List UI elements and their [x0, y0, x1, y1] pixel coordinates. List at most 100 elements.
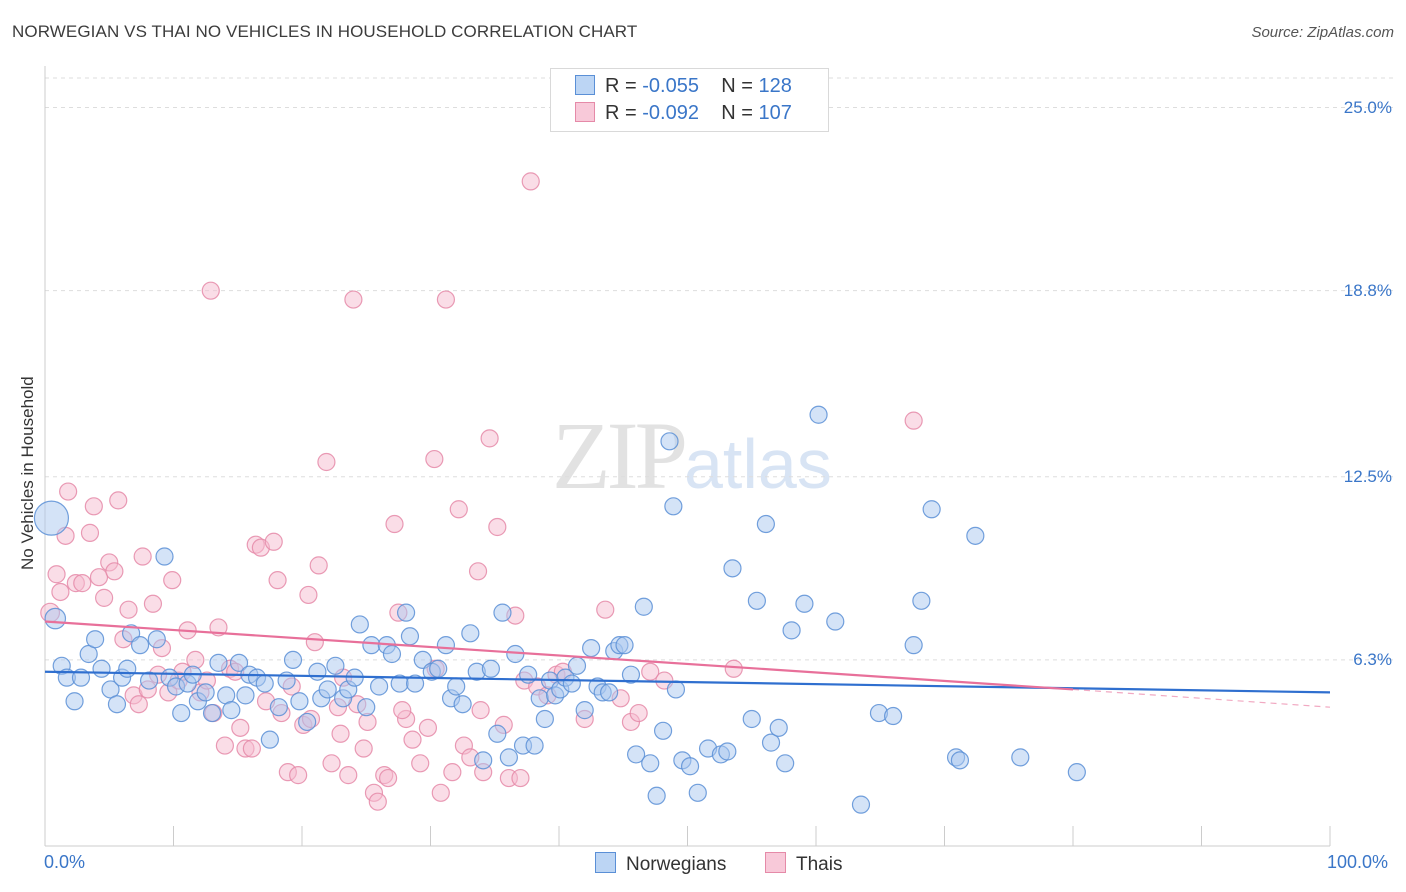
norwegians-point	[621, 665, 641, 684]
y-tick-label: 12.5%	[1343, 466, 1392, 486]
norwegians-point	[688, 783, 707, 802]
thais-point	[339, 766, 358, 785]
legend-row-thais: R = -0.092 N = 107	[575, 102, 792, 126]
thais-point	[95, 588, 114, 607]
thais-swatch	[575, 102, 595, 122]
norwegians-point	[680, 757, 700, 776]
norwegians-point	[723, 559, 742, 578]
norwegians-point	[436, 636, 456, 655]
thais-point	[511, 768, 530, 788]
norwegians-point	[298, 712, 317, 732]
norwegians-point	[493, 603, 512, 622]
norwegians-point	[255, 674, 274, 693]
norwegians-point	[236, 686, 255, 705]
norwegians-point	[562, 674, 581, 693]
y-tick-label: 18.8%	[1343, 280, 1392, 300]
thais-point	[393, 701, 412, 720]
y-tick-label: 6.3%	[1353, 649, 1392, 669]
norwegians-point	[826, 612, 845, 631]
thais-point	[264, 532, 283, 551]
norwegians-point	[396, 603, 416, 622]
norwegians-point	[405, 674, 425, 693]
trend-lines	[44, 620, 1331, 708]
legend-item-thais[interactable]: Thais	[765, 852, 842, 876]
thais-point	[449, 500, 468, 519]
thais-point	[468, 562, 488, 581]
norwegians-point	[357, 698, 376, 717]
norwegians-point	[660, 432, 679, 451]
norwegians-point	[950, 751, 970, 770]
thais-point	[133, 547, 152, 566]
thais-point	[480, 429, 499, 448]
thais-point	[47, 565, 66, 584]
source-label: Source: ZipAtlas.com	[1251, 24, 1394, 41]
thais-point	[299, 585, 318, 605]
thais-point	[231, 718, 250, 737]
norwegians-point	[92, 659, 111, 678]
norwegians-point	[107, 695, 127, 714]
thais-point	[431, 783, 450, 802]
thais-point	[289, 766, 308, 785]
thais-point	[411, 754, 430, 773]
norwegians-point	[382, 644, 402, 664]
norwegians-point	[400, 627, 420, 646]
norwegians-point	[453, 695, 472, 714]
norwegians-point	[575, 701, 594, 720]
thais-point	[201, 281, 220, 300]
norwegians-point	[769, 718, 788, 737]
norwegians-point	[776, 754, 795, 773]
norwegians-point	[883, 706, 903, 726]
norwegians-point	[666, 680, 686, 699]
norwegians-point	[33, 500, 70, 536]
thais-point	[443, 763, 462, 782]
norwegians-point	[525, 736, 544, 755]
norwegians-point	[196, 683, 215, 702]
legend-label: Thais	[796, 854, 843, 875]
norwegians-point	[172, 703, 191, 723]
norwegians-point	[155, 547, 174, 566]
thais-point	[309, 556, 328, 575]
norwegians-point	[795, 594, 814, 613]
r-value: -0.055	[642, 75, 699, 97]
n-value: 128	[758, 75, 792, 97]
norwegians-point	[362, 636, 381, 655]
norwegians-point	[147, 630, 166, 649]
stats-legend: R = -0.055 N = 128 R = -0.092 N = 107	[550, 68, 829, 132]
norwegians-point	[229, 653, 249, 672]
norwegians-point	[350, 615, 369, 634]
thais-point	[84, 497, 103, 516]
x-tick-label-min: 0.0%	[44, 852, 86, 872]
norwegians-point	[922, 500, 941, 519]
norwegians-point	[474, 751, 493, 770]
norwegians-point	[535, 709, 554, 729]
thais-point	[641, 662, 660, 681]
norwegians-point	[461, 624, 480, 643]
norwegians-point	[202, 703, 222, 723]
n-label: N =	[721, 102, 759, 124]
thais-point	[89, 568, 109, 587]
legend-row-norwegians: R = -0.055 N = 128	[575, 75, 792, 99]
norwegians-point	[653, 721, 673, 740]
norwegians-point	[318, 680, 337, 699]
norwegians-point	[308, 662, 327, 681]
norwegians-point	[290, 692, 309, 711]
norwegians-points	[33, 405, 1086, 814]
thais-point	[215, 736, 234, 755]
thais-point	[80, 523, 100, 542]
legend-item-norwegians[interactable]: Norwegians	[595, 852, 726, 876]
thais-point	[59, 482, 78, 501]
norwegians-point	[260, 730, 279, 749]
thais-point	[344, 290, 363, 309]
thais-point	[73, 574, 92, 593]
thais-point	[354, 739, 373, 758]
norwegians-point	[447, 677, 466, 696]
thais-point	[471, 701, 490, 720]
x-tick-label-max: 100.0%	[1327, 852, 1389, 872]
thais-point	[331, 724, 350, 743]
norwegians-point	[499, 748, 518, 767]
norwegians-point	[488, 724, 507, 743]
thais-point	[317, 452, 336, 472]
norwegians-point	[742, 709, 761, 729]
thais-point	[629, 703, 648, 723]
